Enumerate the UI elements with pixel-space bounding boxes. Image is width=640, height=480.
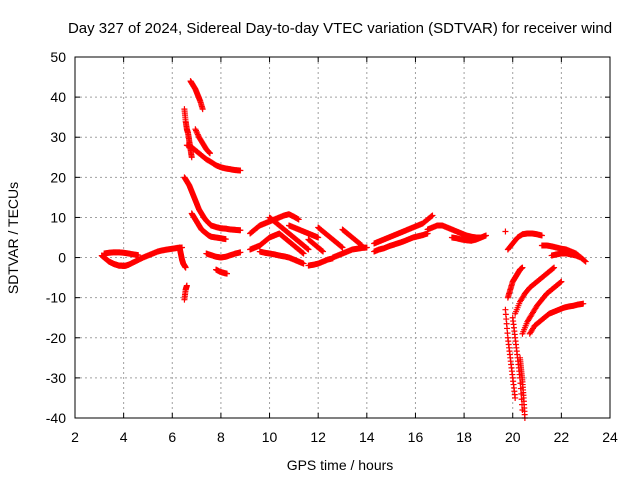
data-point bbox=[205, 148, 212, 155]
data-point bbox=[193, 128, 200, 135]
data-point bbox=[429, 212, 436, 219]
data-point bbox=[339, 244, 346, 251]
data-point bbox=[237, 227, 244, 234]
x-tick-label: 12 bbox=[310, 429, 326, 445]
y-tick-label: 30 bbox=[50, 129, 66, 145]
data-point bbox=[428, 213, 435, 220]
data-point bbox=[299, 249, 306, 256]
data-point bbox=[551, 264, 558, 271]
y-tick-label: 50 bbox=[50, 49, 66, 65]
data-point bbox=[305, 246, 312, 253]
y-tick-label: -40 bbox=[46, 410, 66, 426]
data-point bbox=[502, 228, 509, 235]
x-tick-label: 8 bbox=[217, 429, 225, 445]
y-tick-label: 40 bbox=[50, 89, 66, 105]
data-point bbox=[320, 248, 327, 255]
x-tick-label: 16 bbox=[408, 429, 424, 445]
data-point bbox=[182, 264, 189, 271]
data-point bbox=[315, 234, 322, 241]
x-tick-label: 24 bbox=[602, 429, 618, 445]
data-point bbox=[319, 247, 326, 254]
data-point bbox=[206, 149, 213, 156]
y-tick-label: -10 bbox=[46, 290, 66, 306]
x-tick-label: 6 bbox=[168, 429, 176, 445]
data-point bbox=[300, 250, 307, 257]
data-point bbox=[237, 167, 244, 174]
plot-frame bbox=[74, 56, 611, 419]
data-point bbox=[223, 270, 230, 277]
data-point bbox=[519, 264, 526, 271]
y-tick-label: -20 bbox=[46, 330, 66, 346]
x-tick-label: 22 bbox=[554, 429, 570, 445]
data-point bbox=[192, 126, 199, 133]
data-point bbox=[363, 244, 370, 251]
y-tick-label: 20 bbox=[50, 169, 66, 185]
data-point bbox=[512, 394, 519, 401]
data-point bbox=[188, 154, 195, 161]
data-point bbox=[581, 257, 588, 264]
data-point bbox=[300, 260, 307, 267]
axes: 2 4 6 8 10 12 14 16 18 20 22 24-40-30-20-1001020304… bbox=[46, 49, 618, 445]
data-point bbox=[304, 245, 311, 252]
data-point bbox=[550, 265, 557, 272]
data-point bbox=[135, 252, 142, 259]
x-tick-label: 20 bbox=[505, 429, 521, 445]
data-point bbox=[558, 278, 565, 285]
data-point bbox=[192, 127, 199, 134]
x-axis-label: GPS time / hours bbox=[287, 457, 394, 473]
data-point bbox=[580, 300, 587, 307]
data-point bbox=[183, 282, 190, 289]
data-point bbox=[482, 232, 489, 239]
y-tick-label: -30 bbox=[46, 370, 66, 386]
data-marks bbox=[98, 78, 589, 421]
x-tick-label: 18 bbox=[456, 429, 472, 445]
data-point bbox=[338, 243, 345, 250]
chart-title: Day 327 of 2024, Sidereal Day-to-day VTE… bbox=[68, 20, 612, 37]
data-point bbox=[199, 106, 206, 113]
x-tick-label: 4 bbox=[120, 429, 128, 445]
data-point bbox=[295, 216, 302, 223]
data-point bbox=[577, 254, 584, 261]
data-point bbox=[206, 150, 213, 157]
data-point bbox=[538, 232, 545, 239]
y-axis-label: SDTVAR / TECUs bbox=[5, 182, 21, 294]
data-point bbox=[237, 249, 244, 256]
data-point bbox=[222, 236, 229, 243]
data-point bbox=[194, 130, 201, 137]
x-tick-label: 10 bbox=[262, 429, 278, 445]
data-point bbox=[557, 279, 564, 286]
data-point bbox=[194, 131, 201, 138]
y-tick-label: 10 bbox=[50, 209, 66, 225]
x-tick-label: 14 bbox=[359, 429, 375, 445]
data-point bbox=[582, 258, 589, 265]
y-tick-label: 0 bbox=[58, 250, 66, 266]
x-tick-label: 2 bbox=[71, 429, 79, 445]
